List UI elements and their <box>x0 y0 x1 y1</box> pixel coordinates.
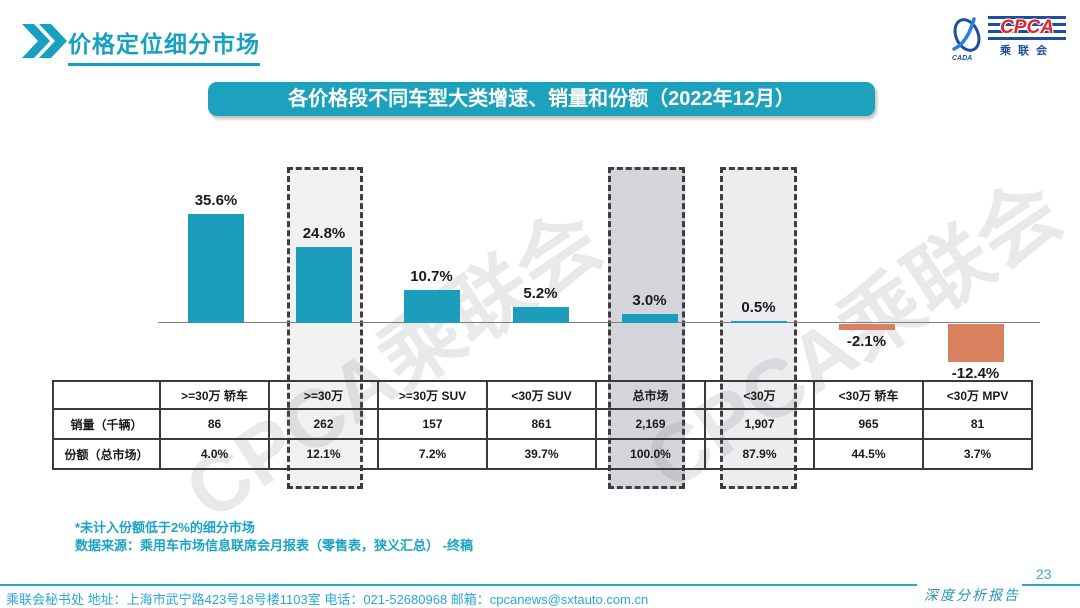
table-cell: 87.9% <box>704 438 815 470</box>
table-row-label: 份额（总市场） <box>52 438 161 470</box>
table-column-header: >=30万 轿车 <box>159 380 270 410</box>
table-cell: 262 <box>268 408 379 440</box>
bar-<30万 SUV <box>512 307 569 323</box>
table-cell: 81 <box>922 408 1033 440</box>
table-cell: 2,169 <box>595 408 706 440</box>
bar-value-label: -2.1% <box>846 333 887 350</box>
table-cell: 7.2% <box>377 438 488 470</box>
table-header-row: >=30万 轿车 >=30万 >=30万 SUV <30万 SUV 总市场 <30万 <30… <box>52 380 1033 410</box>
table-column-header: <30万 SUV <box>486 380 597 410</box>
footnote-line2: 数据来源：乘用车市场信息联席会月报表（零售表，狭义汇总） -终稿 <box>75 538 473 553</box>
bar-value-label: 3.0% <box>632 292 667 309</box>
table-column-header: >=30万 SUV <box>377 380 488 410</box>
data-table: >=30万 轿车 >=30万 >=30万 SUV <30万 SUV 总市场 <30万 <30… <box>52 380 1033 470</box>
footer-divider-right <box>1022 584 1080 586</box>
table-column-header: <30万 轿车 <box>813 380 924 410</box>
bar-总市场 <box>621 314 678 323</box>
footer-divider <box>0 584 917 586</box>
table-row-label: 销量（千辆） <box>52 408 161 440</box>
table-row: 份额（总市场） 4.0% 12.1% 7.2% 39.7% 100.0% 87.9% 44.5… <box>52 438 1033 470</box>
footer-contact: 乘联会秘书处 地址：上海市武宁路423号18号楼1103室 电话：021-526… <box>6 592 649 607</box>
table-cell: 100.0% <box>595 438 706 470</box>
bar-<30万 MPV <box>947 324 1004 362</box>
table-column-header: >=30万 <box>268 380 379 410</box>
page-title: 价格定位细分市场 <box>68 25 260 66</box>
table-cell: 4.0% <box>159 438 270 470</box>
bar-<30万 <box>730 321 787 323</box>
bar->=30万 轿车 <box>188 214 244 323</box>
footnote-line1: *未计入份额低于2%的细分市场 <box>75 520 255 535</box>
report-name: 深度分析报告 <box>924 588 1020 604</box>
table-cell: 12.1% <box>268 438 379 470</box>
bar-value-label: 0.5% <box>741 299 776 316</box>
bar-value-label: 5.2% <box>523 285 558 302</box>
table-column-header: <30万 MPV <box>922 380 1033 410</box>
table-cell: 86 <box>159 408 270 440</box>
logo-stripes: CPCA <box>988 16 1066 40</box>
table-column-header: <30万 <box>704 380 815 410</box>
page-number: 23 <box>1036 566 1052 582</box>
table-cell: 44.5% <box>813 438 924 470</box>
bar-value-label: 35.6% <box>194 192 238 209</box>
bar->=30万 <box>296 247 352 323</box>
table-cell: 1,907 <box>704 408 815 440</box>
table-cell: 157 <box>377 408 488 440</box>
table-cell: 861 <box>486 408 597 440</box>
logo-cn-text: 乘联会 <box>1000 45 1054 57</box>
table-column-header: 总市场 <box>595 380 706 410</box>
chart-title-banner: 各价格段不同车型大类增速、销量和份额（2022年12月） <box>208 82 875 116</box>
table-column-header <box>52 380 161 410</box>
cpca-logo: CADA CPCA 乘联会 <box>944 16 1066 62</box>
bar-value-label: -12.4% <box>951 365 1000 382</box>
bar-<30万 轿车 <box>838 324 895 330</box>
table-cell: 965 <box>813 408 924 440</box>
table-cell: 39.7% <box>486 438 597 470</box>
logo-cpca-text: CPCA <box>1000 17 1054 38</box>
table-cell: 3.7% <box>922 438 1033 470</box>
bar-value-label: 24.8% <box>302 225 346 242</box>
double-chevron-icon <box>22 24 67 58</box>
cpca-emblem-icon: CADA <box>952 17 981 62</box>
bar-value-label: 10.7% <box>410 268 453 285</box>
x-axis-line <box>158 322 1040 323</box>
svg-text:CADA: CADA <box>952 55 972 62</box>
table-row: 销量（千辆） 86 262 157 861 2,169 1,907 965 81 <box>52 408 1033 440</box>
bar->=30万 SUV <box>403 290 460 323</box>
